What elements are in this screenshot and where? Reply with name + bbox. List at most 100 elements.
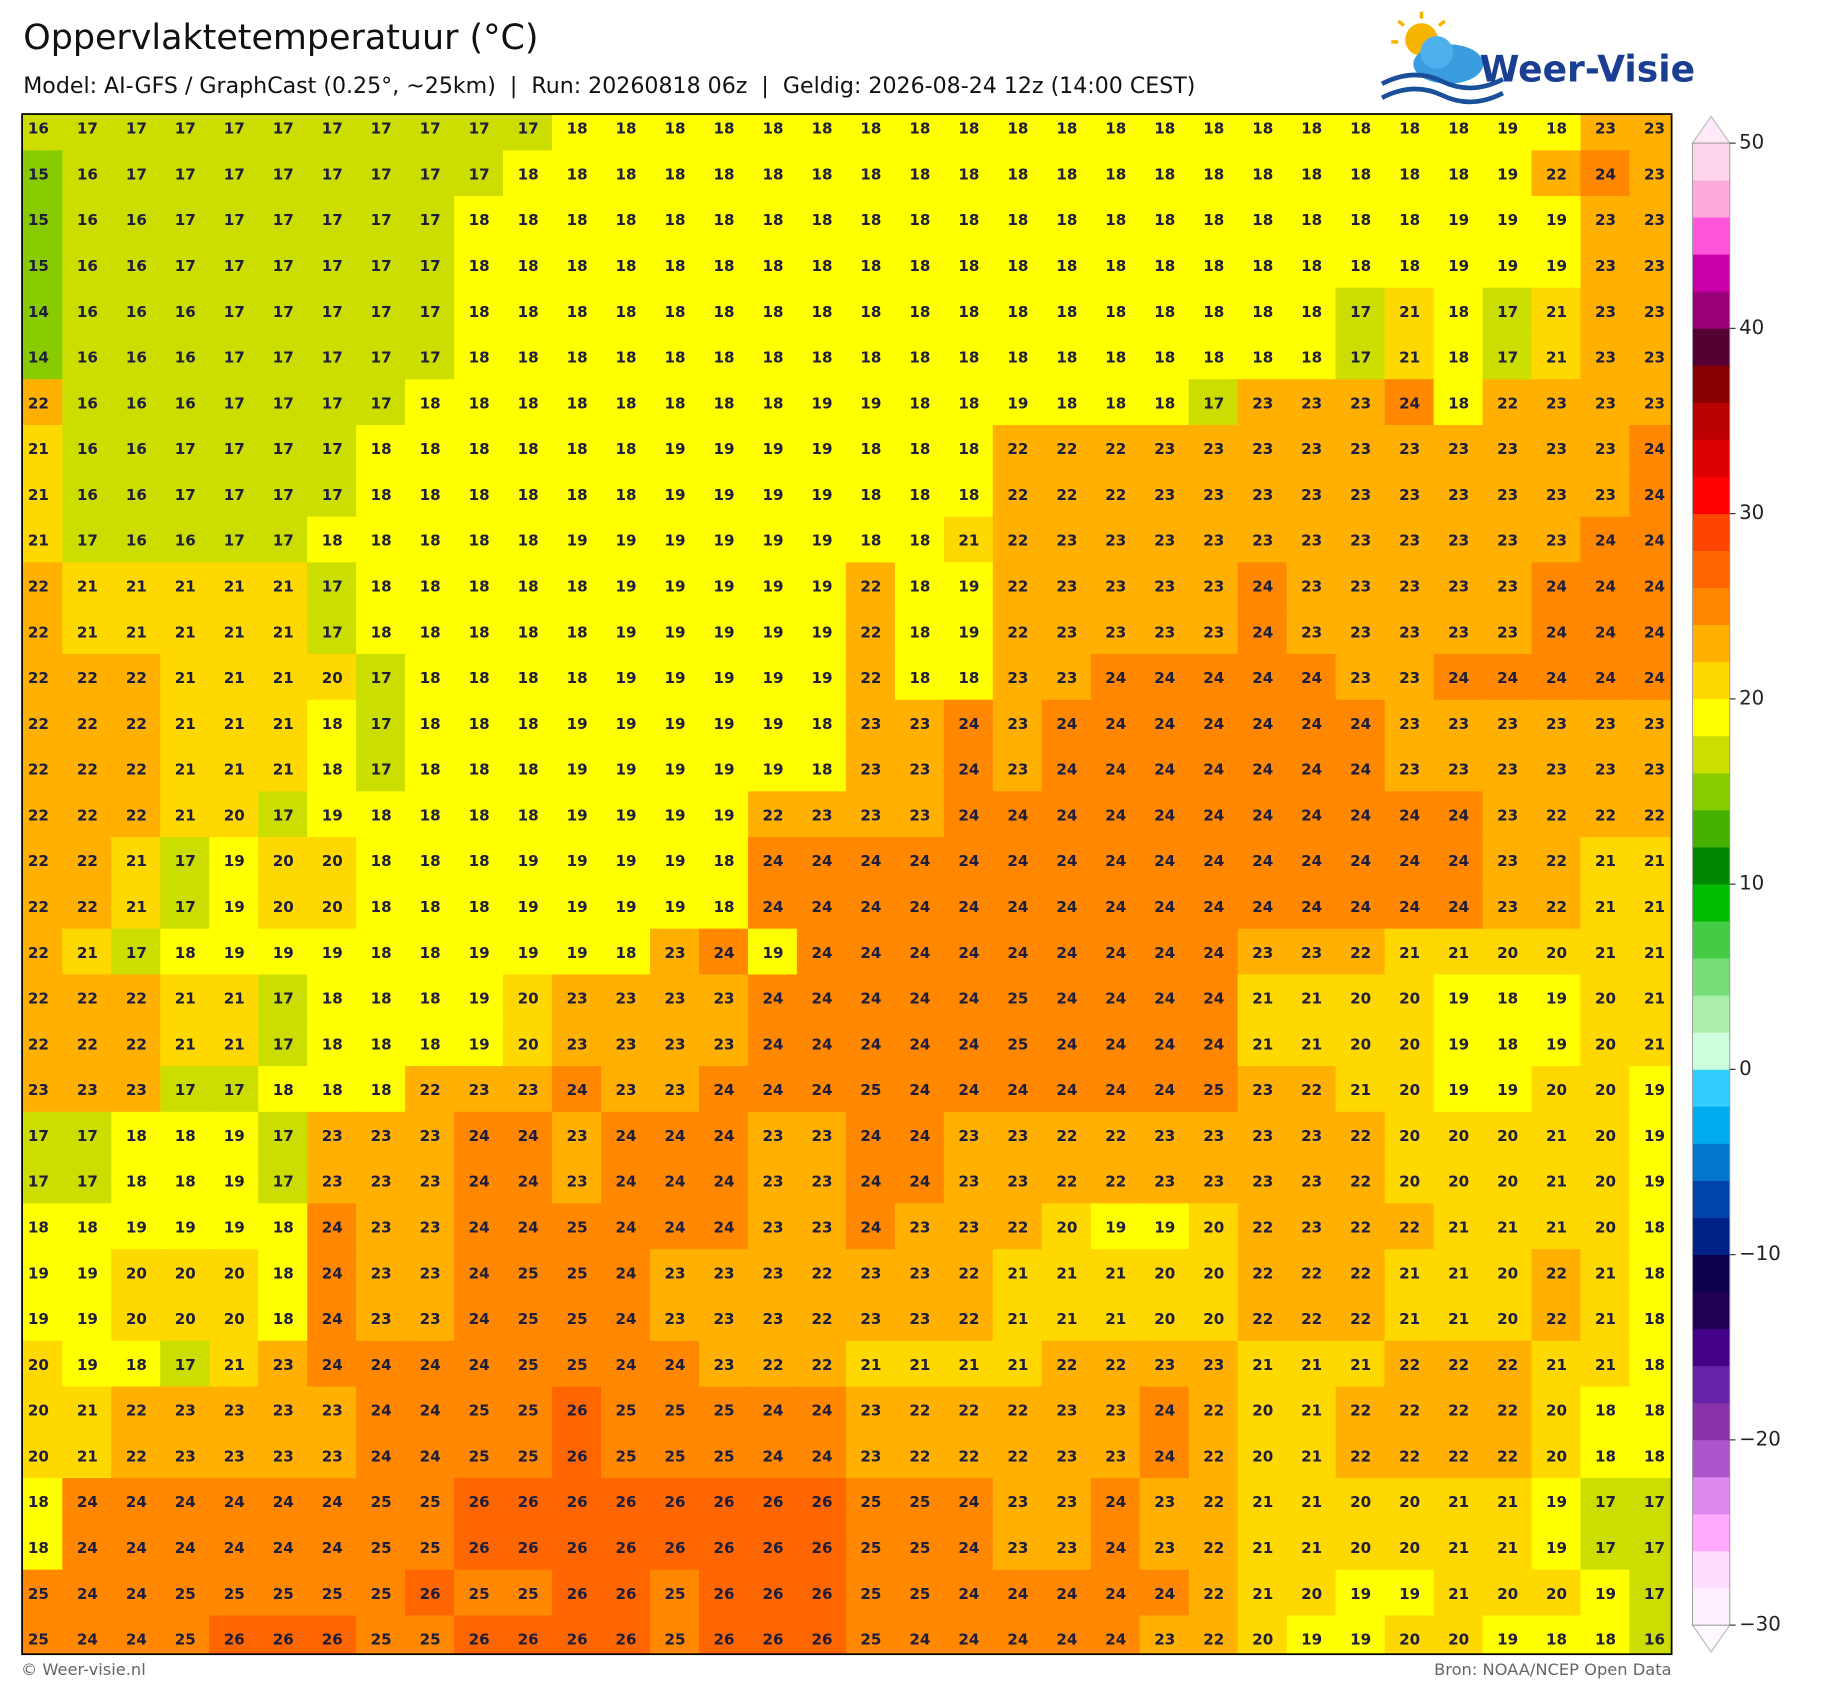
temperature-value: 25 <box>371 1631 392 1649</box>
temperature-value: 18 <box>714 394 735 412</box>
temperature-value: 18 <box>1448 349 1469 367</box>
temperature-value: 21 <box>126 898 147 916</box>
temperature-value: 21 <box>1595 1356 1616 1374</box>
temperature-cell <box>552 1386 603 1434</box>
temperature-cell <box>258 837 309 885</box>
temperature-cell <box>111 1249 162 1297</box>
footer-left: © Weer-visie.nl <box>21 1660 146 1679</box>
temperature-cell <box>1482 379 1533 427</box>
temperature-cell <box>1041 1478 1092 1526</box>
temperature-cell <box>698 379 750 427</box>
temperature-value: 24 <box>616 1356 637 1374</box>
temperature-value: 18 <box>1252 165 1273 183</box>
temperature-cell <box>1090 425 1141 472</box>
temperature-cell <box>1286 882 1337 930</box>
temperature-value: 20 <box>1546 1402 1567 1420</box>
temperature-value: 16 <box>126 257 147 275</box>
temperature-cell <box>649 1615 701 1655</box>
temperature-value: 18 <box>958 486 979 504</box>
temperature-value: 19 <box>958 623 979 641</box>
temperature-value: 23 <box>1448 486 1469 504</box>
temperature-value: 24 <box>1056 1631 1077 1649</box>
temperature-cell <box>1237 608 1288 656</box>
temperature-value: 23 <box>958 1219 979 1237</box>
temperature-cell <box>356 837 407 885</box>
temperature-value: 19 <box>762 715 783 733</box>
temperature-cell <box>1237 1157 1288 1205</box>
temperature-cell <box>796 1020 848 1068</box>
temperature-cell <box>503 333 554 381</box>
temperature-value: 23 <box>1644 715 1665 733</box>
temperature-cell <box>454 882 505 930</box>
temperature-value: 22 <box>1007 532 1028 550</box>
temperature-value: 24 <box>175 1539 196 1557</box>
temperature-value: 23 <box>1399 578 1420 596</box>
temperature-cell <box>1433 1020 1484 1068</box>
temperature-value: 19 <box>1546 1493 1567 1511</box>
temperature-value: 17 <box>322 578 343 596</box>
temperature-cell <box>1237 974 1288 1022</box>
temperature-cell <box>22 379 64 427</box>
temperature-cell <box>111 333 162 381</box>
colorbar-swatch <box>1692 1402 1730 1441</box>
temperature-cell <box>992 1615 1043 1655</box>
temperature-value: 24 <box>1154 715 1175 733</box>
temperature-value: 16 <box>126 349 147 367</box>
temperature-cell <box>454 1569 505 1617</box>
temperature-value: 16 <box>77 257 98 275</box>
temperature-cell <box>356 745 407 793</box>
temperature-value: 24 <box>1448 806 1469 824</box>
temperature-value: 22 <box>1497 1356 1518 1374</box>
temperature-cell <box>1580 745 1631 793</box>
temperature-cell <box>1090 653 1141 701</box>
temperature-cell <box>698 928 750 976</box>
temperature-cell <box>454 1523 505 1571</box>
colorbar-swatch <box>1692 1180 1730 1218</box>
temperature-value: 19 <box>714 761 735 779</box>
temperature-value: 23 <box>1644 349 1665 367</box>
temperature-value: 26 <box>762 1493 783 1511</box>
temperature-value: 18 <box>958 165 979 183</box>
temperature-cell <box>1580 516 1631 564</box>
temperature-value: 23 <box>714 1310 735 1328</box>
temperature-cell <box>698 837 750 885</box>
temperature-cell <box>1629 379 1672 427</box>
temperature-value: 17 <box>273 1127 294 1145</box>
temperature-value: 24 <box>1056 715 1077 733</box>
temperature-cell <box>160 114 211 152</box>
temperature-cell <box>1188 608 1239 656</box>
temperature-cell <box>1188 287 1239 335</box>
temperature-cell <box>1041 196 1092 244</box>
temperature-cell <box>1286 1249 1337 1297</box>
temperature-cell <box>894 333 945 381</box>
temperature-value: 22 <box>1056 486 1077 504</box>
temperature-cell <box>552 1294 603 1342</box>
temperature-cell <box>22 608 64 656</box>
temperature-value: 22 <box>1105 1173 1126 1191</box>
temperature-value: 22 <box>1350 944 1371 962</box>
temperature-value: 23 <box>1497 852 1518 870</box>
temperature-value: 18 <box>371 578 392 596</box>
temperature-value: 21 <box>1448 1585 1469 1603</box>
temperature-value: 26 <box>469 1493 490 1511</box>
temperature-value: 26 <box>567 1585 588 1603</box>
temperature-value: 17 <box>1644 1585 1665 1603</box>
temperature-value: 18 <box>1644 1264 1665 1282</box>
temperature-cell <box>356 1294 407 1342</box>
temperature-value: 25 <box>714 1447 735 1465</box>
temperature-value: 25 <box>469 1447 490 1465</box>
temperature-value: 22 <box>958 1264 979 1282</box>
temperature-cell <box>1482 1340 1533 1388</box>
temperature-value: 19 <box>665 578 686 596</box>
temperature-value: 19 <box>1448 1081 1469 1099</box>
temperature-value: 24 <box>909 1631 930 1649</box>
temperature-value: 18 <box>420 990 441 1008</box>
temperature-cell <box>1629 745 1672 793</box>
temperature-cell <box>601 150 652 198</box>
temperature-cell <box>356 928 407 976</box>
temperature-cell <box>649 1157 701 1205</box>
temperature-cell <box>209 791 260 839</box>
temperature-value: 18 <box>371 1081 392 1099</box>
temperature-value: 21 <box>1399 1310 1420 1328</box>
